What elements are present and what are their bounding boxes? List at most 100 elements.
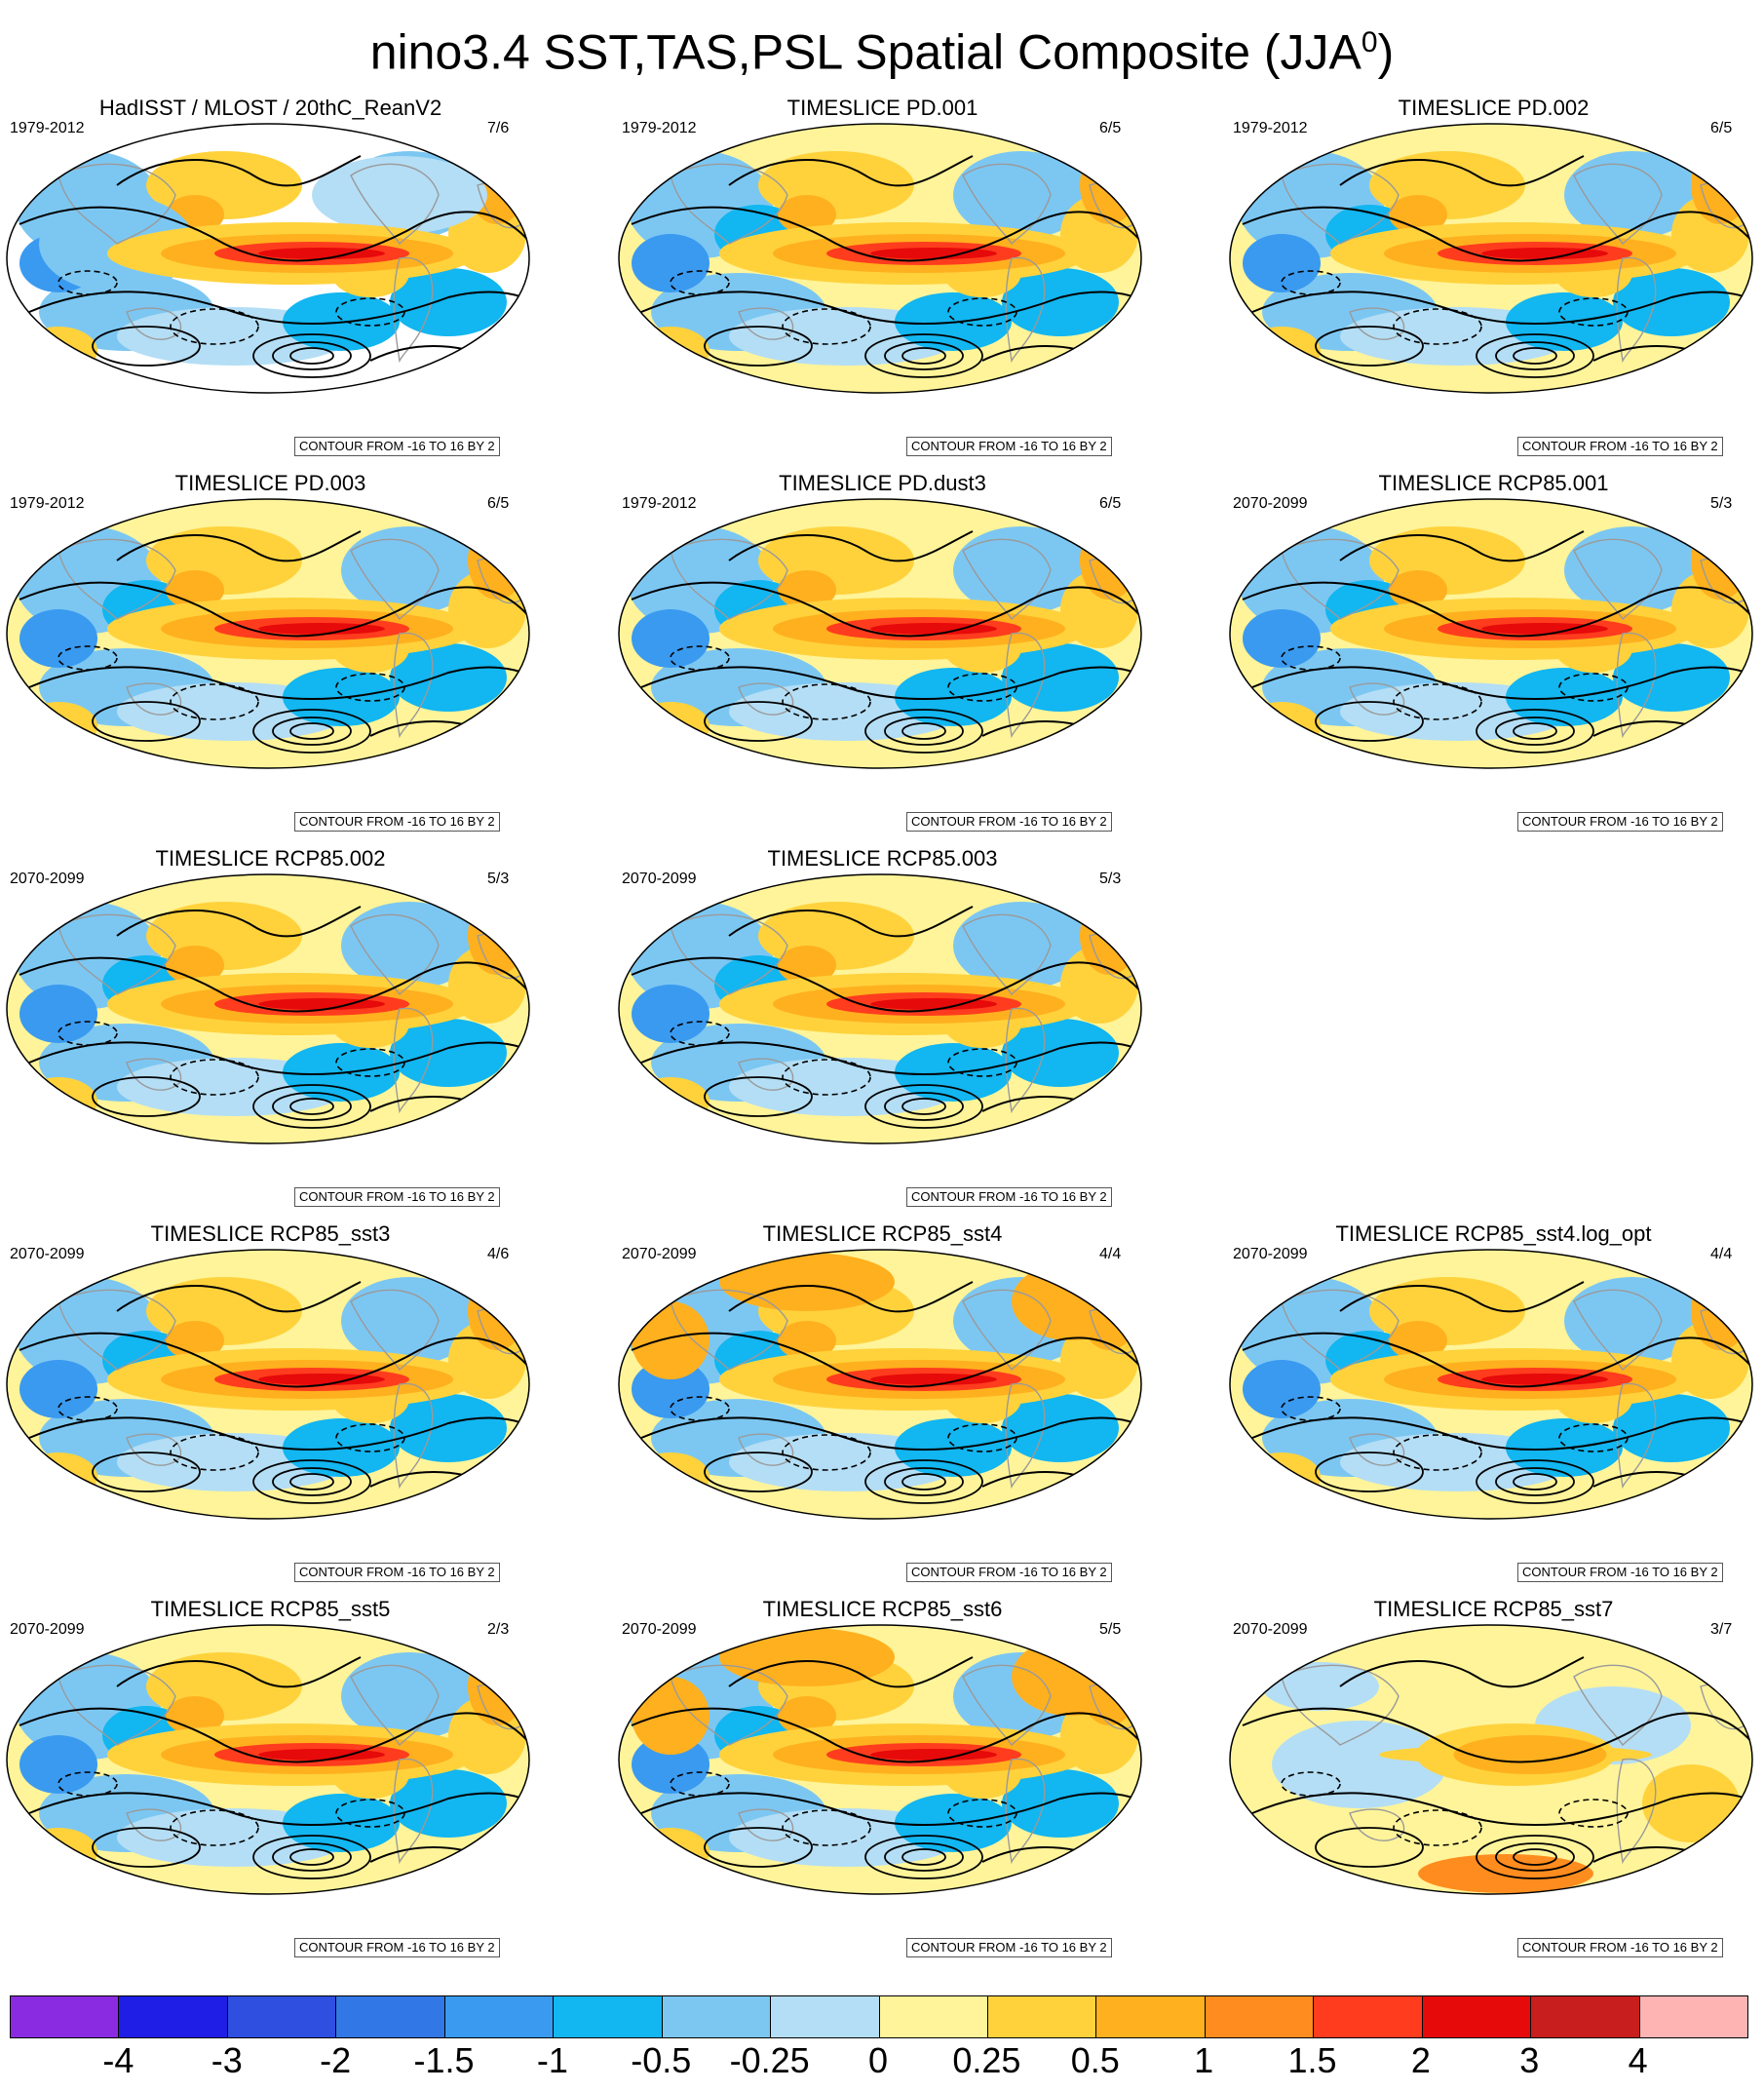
colorbar-swatch bbox=[1422, 1996, 1532, 2037]
panel-event-count: 2/3 bbox=[487, 1621, 510, 1638]
panel-period: 2070-2099 bbox=[10, 1246, 85, 1262]
contour-info-box: CONTOUR FROM -16 TO 16 BY 2 bbox=[1517, 812, 1723, 832]
colorbar-tick-label: 3 bbox=[1519, 2040, 1540, 2080]
colorbar-tick-label: -1.5 bbox=[413, 2040, 475, 2080]
colorbar-swatch bbox=[879, 1996, 988, 2037]
panel-title: TIMESLICE RCP85.002 bbox=[155, 846, 386, 871]
colorbar-tick-label: 1.5 bbox=[1287, 2040, 1337, 2080]
colorbar-tick-label: 0.25 bbox=[952, 2040, 1021, 2080]
map-area bbox=[1223, 117, 1764, 407]
contour-info-box: CONTOUR FROM -16 TO 16 BY 2 bbox=[1517, 1563, 1723, 1582]
map-globe bbox=[6, 1624, 530, 1895]
panel-event-count: 6/5 bbox=[487, 495, 510, 512]
map-globe bbox=[1229, 1249, 1753, 1520]
panel-event-count: 6/5 bbox=[1099, 120, 1122, 136]
map-area bbox=[0, 1243, 541, 1532]
map-globe bbox=[6, 498, 530, 769]
map-panel: TIMESLICE RCP85_sst4 2070-2099 4/4 CONTOUR … bbox=[612, 1221, 1197, 1584]
colorbar-tick-label: -3 bbox=[211, 2040, 243, 2080]
map-panel: TIMESLICE RCP85.002 2070-2099 5/3 CONTOUR F… bbox=[0, 846, 585, 1209]
map-panel: TIMESLICE RCP85.003 2070-2099 5/3 CONTOUR F… bbox=[612, 846, 1197, 1209]
map-area bbox=[0, 1618, 541, 1908]
map-panel: TIMESLICE RCP85_sst7 2070-2099 3/7 CONTOUR … bbox=[1223, 1597, 1764, 1959]
colorbar-swatch bbox=[662, 1996, 772, 2037]
colorbar-tick-label: -0.5 bbox=[631, 2040, 692, 2080]
panel-event-count: 5/5 bbox=[1099, 1621, 1122, 1638]
map-panel: TIMESLICE PD.dust3 1979-2012 6/5 CONTOUR FR… bbox=[612, 471, 1197, 833]
page-title-superscript: 0 bbox=[1361, 26, 1378, 58]
panel-event-count: 6/5 bbox=[1710, 120, 1733, 136]
panel-title: TIMESLICE RCP85_sst3 bbox=[150, 1221, 391, 1246]
contour-info-box: CONTOUR FROM -16 TO 16 BY 2 bbox=[906, 1563, 1112, 1582]
contour-info-box: CONTOUR FROM -16 TO 16 BY 2 bbox=[1517, 1938, 1723, 1957]
panel-title: TIMESLICE PD.003 bbox=[174, 471, 366, 495]
map-globe bbox=[6, 873, 530, 1144]
colorbar-swatch bbox=[11, 1996, 120, 2037]
colorbar-tick-label: -4 bbox=[102, 2040, 134, 2080]
contour-info-box: CONTOUR FROM -16 TO 16 BY 2 bbox=[294, 1187, 500, 1207]
panel-period: 2070-2099 bbox=[1233, 1621, 1308, 1638]
map-globe bbox=[618, 1624, 1142, 1895]
map-globe bbox=[618, 1249, 1142, 1520]
colorbar-labels: -4 -3 -2 -1.5 -1 -0.5 -0.25 0 0.25 0.5 1 1.5 2 3 4 bbox=[10, 2039, 1746, 2088]
map-area bbox=[612, 117, 1153, 407]
map-area bbox=[1223, 1243, 1764, 1532]
colorbar-swatch bbox=[1096, 1996, 1206, 2037]
colorbar-swatch bbox=[336, 1996, 445, 2037]
panel-event-count: 7/6 bbox=[487, 120, 510, 136]
panel-title: TIMESLICE RCP85_sst4.log_opt bbox=[1335, 1221, 1652, 1246]
panel-title: TIMESLICE RCP85.003 bbox=[767, 846, 998, 871]
contour-info-box: CONTOUR FROM -16 TO 16 BY 2 bbox=[294, 1938, 500, 1957]
panel-title: TIMESLICE RCP85.001 bbox=[1378, 471, 1609, 495]
colorbar bbox=[10, 1995, 1748, 2038]
panel-event-count: 5/3 bbox=[1099, 871, 1122, 887]
panel-event-count: 6/5 bbox=[1099, 495, 1122, 512]
map-area bbox=[0, 492, 541, 782]
colorbar-swatch bbox=[1531, 1996, 1640, 2037]
page-title: nino3.4 SST,TAS,PSL Spatial Composite (J… bbox=[0, 14, 1764, 82]
colorbar-swatch bbox=[444, 1996, 555, 2037]
map-panel: TIMESLICE RCP85_sst6 2070-2099 5/5 CONTOUR … bbox=[612, 1597, 1197, 1959]
colorbar-tick-label: 0.5 bbox=[1070, 2040, 1120, 2080]
colorbar-swatch bbox=[987, 1996, 1097, 2037]
colorbar-swatch bbox=[119, 1996, 228, 2037]
colorbar-tick-label: -1 bbox=[536, 2040, 568, 2080]
map-area bbox=[612, 1618, 1153, 1908]
contour-info-box: CONTOUR FROM -16 TO 16 BY 2 bbox=[906, 437, 1112, 456]
panel-period: 1979-2012 bbox=[622, 120, 697, 136]
colorbar-tick-label: -0.25 bbox=[729, 2040, 810, 2080]
map-panel: TIMESLICE RCP85_sst5 2070-2099 2/3 CONTOUR … bbox=[0, 1597, 585, 1959]
contour-info-box: CONTOUR FROM -16 TO 16 BY 2 bbox=[294, 437, 500, 456]
map-panel: HadISST / MLOST / 20thC_ReanV2 1979-2012 7… bbox=[0, 96, 585, 458]
map-area bbox=[0, 117, 541, 407]
panel-period: 2070-2099 bbox=[1233, 1246, 1308, 1262]
panel-period: 1979-2012 bbox=[622, 495, 697, 512]
map-globe bbox=[618, 123, 1142, 394]
map-area bbox=[0, 868, 541, 1157]
panel-period: 1979-2012 bbox=[10, 495, 85, 512]
panel-period: 2070-2099 bbox=[622, 1621, 697, 1638]
contour-info-box: CONTOUR FROM -16 TO 16 BY 2 bbox=[906, 1187, 1112, 1207]
panel-period: 2070-2099 bbox=[622, 1246, 697, 1262]
colorbar-swatch bbox=[1639, 1996, 1747, 2037]
contour-info-box: CONTOUR FROM -16 TO 16 BY 2 bbox=[906, 1938, 1112, 1957]
map-globe bbox=[618, 873, 1142, 1144]
panel-title: TIMESLICE RCP85_sst5 bbox=[150, 1597, 391, 1621]
panel-event-count: 4/4 bbox=[1710, 1246, 1733, 1262]
map-globe bbox=[1229, 123, 1753, 394]
map-area bbox=[612, 1243, 1153, 1532]
panel-title: TIMESLICE RCP85_sst6 bbox=[762, 1597, 1003, 1621]
colorbar-swatch bbox=[771, 1996, 880, 2037]
panel-title: TIMESLICE PD.002 bbox=[1398, 96, 1590, 120]
map-globe bbox=[6, 1249, 530, 1520]
panel-event-count: 5/3 bbox=[1710, 495, 1733, 512]
map-panel: TIMESLICE PD.001 1979-2012 6/5 CONTOUR FROM… bbox=[612, 96, 1197, 458]
map-area bbox=[1223, 1618, 1764, 1908]
map-area bbox=[612, 868, 1153, 1157]
panel-event-count: 4/4 bbox=[1099, 1246, 1122, 1262]
panel-title: TIMESLICE RCP85_sst7 bbox=[1373, 1597, 1614, 1621]
panel-event-count: 4/6 bbox=[487, 1246, 510, 1262]
panel-event-count: 5/3 bbox=[487, 871, 510, 887]
contour-info-box: CONTOUR FROM -16 TO 16 BY 2 bbox=[1517, 437, 1723, 456]
panel-period: 1979-2012 bbox=[10, 120, 85, 136]
